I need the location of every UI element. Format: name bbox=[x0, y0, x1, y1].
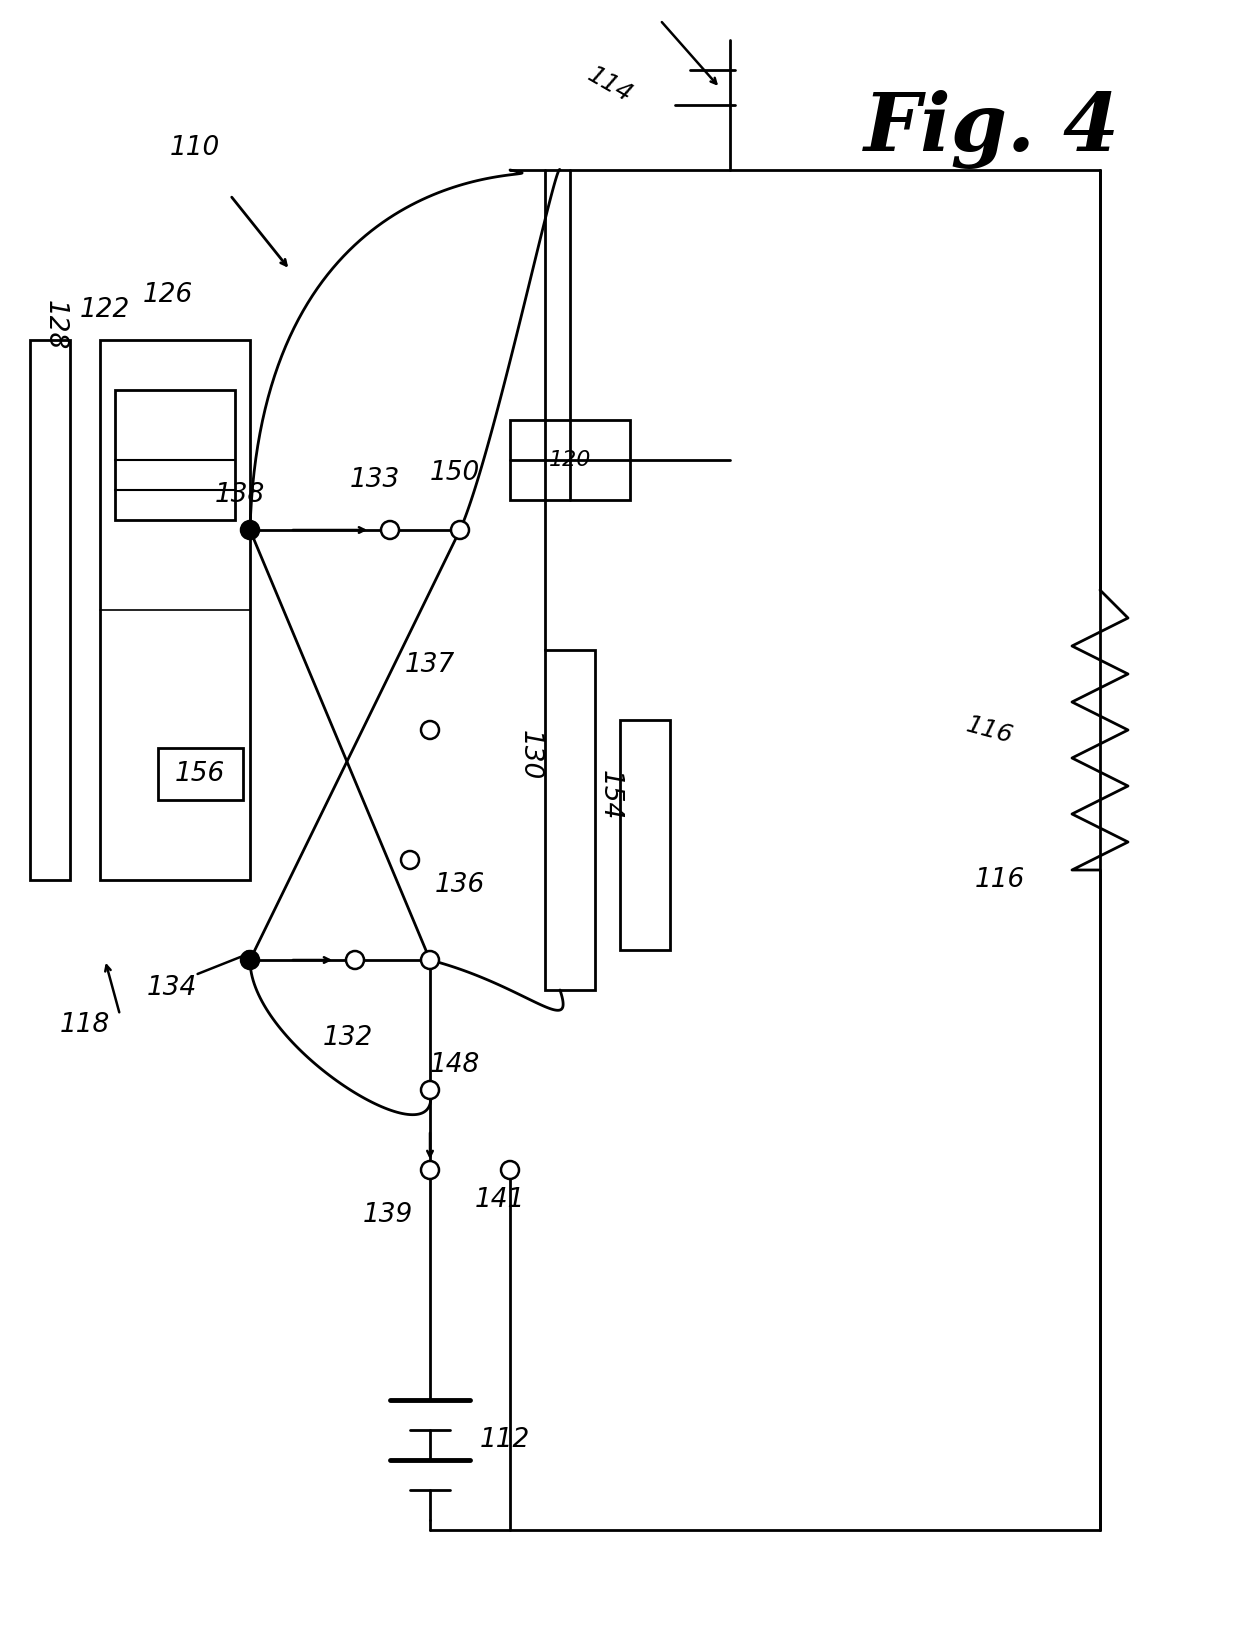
Text: 116: 116 bbox=[975, 866, 1025, 893]
Bar bbox=[115, 389, 236, 520]
Text: 148: 148 bbox=[430, 1053, 480, 1077]
Text: 141: 141 bbox=[475, 1186, 525, 1213]
Bar bbox=[546, 650, 595, 990]
Circle shape bbox=[422, 1081, 439, 1099]
Circle shape bbox=[241, 950, 259, 969]
Circle shape bbox=[451, 521, 469, 540]
Text: 137: 137 bbox=[405, 652, 455, 678]
Text: 133: 133 bbox=[350, 467, 401, 493]
Text: 128: 128 bbox=[42, 300, 68, 350]
Circle shape bbox=[422, 721, 439, 739]
Circle shape bbox=[401, 851, 419, 870]
Text: 132: 132 bbox=[322, 1025, 373, 1051]
Bar bbox=[620, 719, 670, 950]
Text: 136: 136 bbox=[435, 871, 485, 898]
Text: 130: 130 bbox=[517, 729, 543, 780]
Text: 139: 139 bbox=[363, 1201, 413, 1228]
Text: 134: 134 bbox=[146, 975, 197, 1002]
Text: 120: 120 bbox=[549, 450, 591, 470]
Bar bbox=[30, 340, 69, 879]
Text: 126: 126 bbox=[143, 282, 193, 309]
Text: 138: 138 bbox=[215, 482, 265, 508]
Bar bbox=[510, 421, 630, 500]
Circle shape bbox=[381, 521, 399, 540]
Bar bbox=[157, 747, 243, 800]
Text: 154: 154 bbox=[596, 771, 622, 820]
Circle shape bbox=[346, 950, 365, 969]
Text: 150: 150 bbox=[430, 460, 480, 487]
Text: 122: 122 bbox=[79, 297, 130, 323]
Text: 110: 110 bbox=[170, 135, 221, 162]
Circle shape bbox=[241, 521, 259, 540]
Text: 116: 116 bbox=[963, 713, 1016, 747]
Text: 156: 156 bbox=[175, 761, 226, 787]
Text: 118: 118 bbox=[60, 1011, 110, 1038]
Circle shape bbox=[422, 1162, 439, 1180]
Circle shape bbox=[501, 1162, 520, 1180]
Circle shape bbox=[422, 950, 439, 969]
Text: 112: 112 bbox=[480, 1427, 531, 1454]
Bar bbox=[100, 340, 250, 879]
Text: 114: 114 bbox=[583, 63, 636, 107]
Text: Fig. 4: Fig. 4 bbox=[864, 91, 1120, 168]
